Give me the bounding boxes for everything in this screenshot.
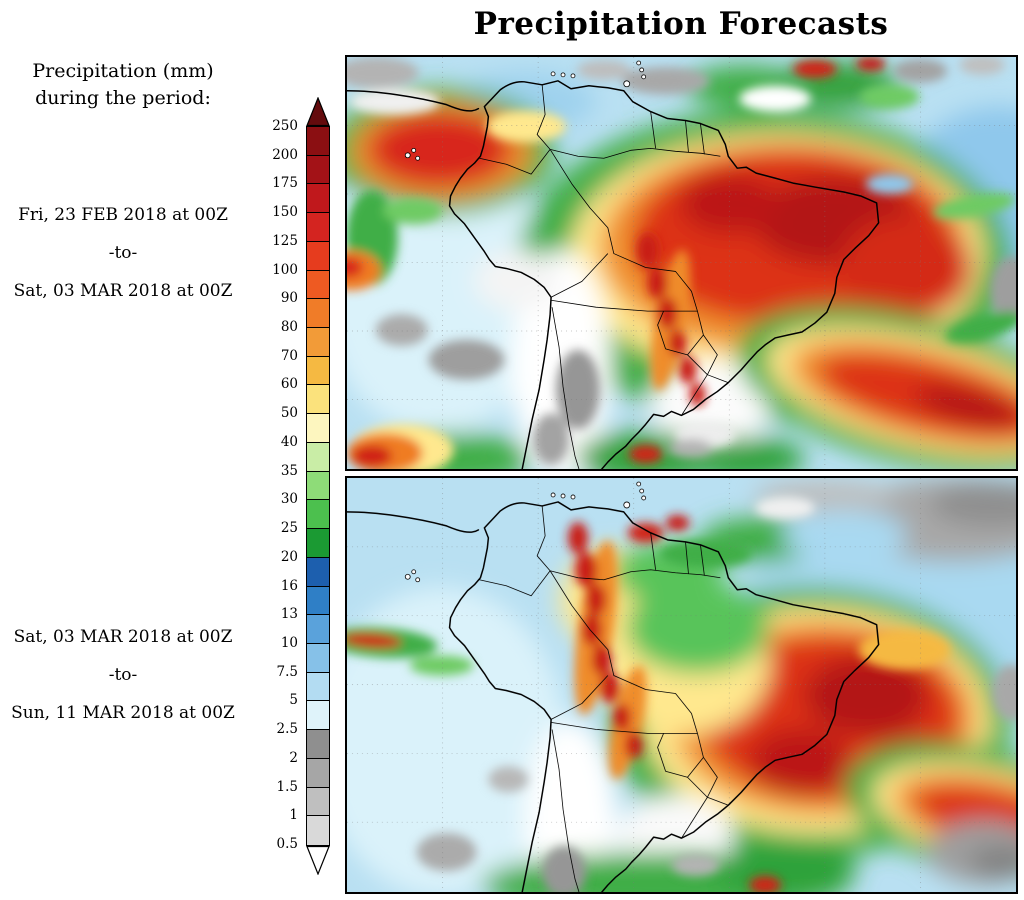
colorbar-label: 175	[272, 175, 298, 192]
period-label-bottom: Sat, 03 MAR 2018 at 00Z -to- Sun, 11 MAR…	[8, 618, 238, 732]
colorbar-bar	[306, 126, 330, 846]
country-borders	[479, 505, 729, 892]
period-bottom-separator: -to-	[108, 665, 138, 685]
colorbar-arrow-top-shape	[306, 97, 330, 126]
map-line-art-top	[347, 57, 1016, 469]
period-label-top: Fri, 23 FEB 2018 at 00Z -to- Sat, 03 MAR…	[8, 196, 238, 310]
legend-heading: Precipitation (mm) during the period:	[8, 58, 238, 112]
colorbar-label: 1.5	[276, 778, 298, 795]
colorbar-label: 150	[272, 204, 298, 221]
colorbar-label: 2	[289, 749, 298, 766]
precip-field-large-top	[347, 60, 1016, 469]
coastline	[347, 80, 880, 469]
map-panel-top	[345, 55, 1018, 471]
colorbar-segment	[307, 385, 329, 415]
colorbar-label: 35	[280, 462, 298, 479]
colorbar-segment	[307, 299, 329, 329]
colorbar-label: 80	[280, 319, 298, 336]
colorbar-label: 70	[280, 347, 298, 364]
colorbar-segment	[307, 155, 329, 185]
colorbar-segment	[307, 643, 329, 673]
colorbar-label: 10	[280, 634, 298, 651]
colorbar-segment	[307, 816, 329, 845]
colorbar-label: 90	[280, 290, 298, 307]
colorbar-segment	[307, 442, 329, 472]
colorbar-segment	[307, 414, 329, 443]
colorbar-label: 25	[280, 520, 298, 537]
colorbar-segment	[307, 241, 329, 271]
country-borders	[479, 84, 729, 469]
colorbar-label: 125	[272, 232, 298, 249]
colorbar-segment	[307, 471, 329, 501]
colorbar-label: 250	[272, 118, 298, 134]
colorbar-segment	[307, 730, 329, 759]
colorbar-label: 50	[280, 405, 298, 422]
colorbar-label: 100	[272, 261, 298, 278]
colorbar-label: 200	[272, 146, 298, 163]
islands	[404, 60, 647, 161]
colorbar-segment	[307, 529, 329, 558]
colorbar-arrow-bottom	[306, 846, 330, 875]
legend-heading-line2: during the period:	[35, 87, 211, 109]
colorbar-segment	[307, 787, 329, 817]
colorbar-label: 2.5	[276, 721, 298, 738]
page-title: Precipitation Forecasts	[473, 6, 889, 42]
period-top-end: Sat, 03 MAR 2018 at 00Z	[13, 281, 233, 301]
colorbar-segment	[307, 356, 329, 386]
map-panel-bottom	[345, 476, 1018, 894]
precip-field-detail-bottom	[347, 496, 1016, 892]
colorbar-segment	[307, 701, 329, 731]
islands	[404, 481, 647, 583]
colorbar-segment	[307, 500, 329, 530]
colorbar-label: 60	[280, 376, 298, 393]
colorbar-arrow-top	[306, 97, 330, 126]
colorbar-segment	[307, 127, 329, 156]
legend-heading-line1: Precipitation (mm)	[32, 60, 214, 82]
period-top-start: Fri, 23 FEB 2018 at 00Z	[18, 205, 228, 225]
period-bottom-start: Sat, 03 MAR 2018 at 00Z	[13, 627, 233, 647]
colorbar-segment	[307, 615, 329, 644]
colorbar-label: 7.5	[276, 663, 298, 680]
coastline	[347, 501, 880, 892]
map-line-art-bottom	[347, 478, 1016, 892]
colorbar-segment	[307, 557, 329, 587]
colorbar-label: 5	[289, 692, 298, 709]
colorbar-segment	[307, 184, 329, 214]
period-top-separator: -to-	[108, 243, 138, 263]
colorbar-segment	[307, 758, 329, 788]
colorbar-segment	[307, 328, 329, 357]
precip-map-top	[347, 57, 1016, 469]
colorbar-segment	[307, 270, 329, 300]
precip-map-bottom	[347, 478, 1016, 892]
colorbar-label: 20	[280, 548, 298, 565]
colorbar-label: 40	[280, 433, 298, 450]
colorbar-label: 30	[280, 491, 298, 508]
colorbar-segment	[307, 213, 329, 242]
period-bottom-end: Sun, 11 MAR 2018 at 00Z	[11, 703, 235, 723]
colorbar-label: 0.5	[276, 836, 298, 852]
colorbar-arrow-bottom-shape	[306, 846, 330, 875]
colorbar-segment	[307, 586, 329, 616]
colorbar-label: 16	[280, 577, 298, 594]
colorbar-segment	[307, 672, 329, 702]
colorbar: 250 200 175 150 125 100 90 80 70 60 50 40 35 30 25 20 16…	[272, 97, 330, 875]
colorbar-label: 13	[280, 606, 298, 623]
colorbar-label: 1	[289, 807, 298, 824]
precip-field-detail-top	[347, 57, 1016, 469]
